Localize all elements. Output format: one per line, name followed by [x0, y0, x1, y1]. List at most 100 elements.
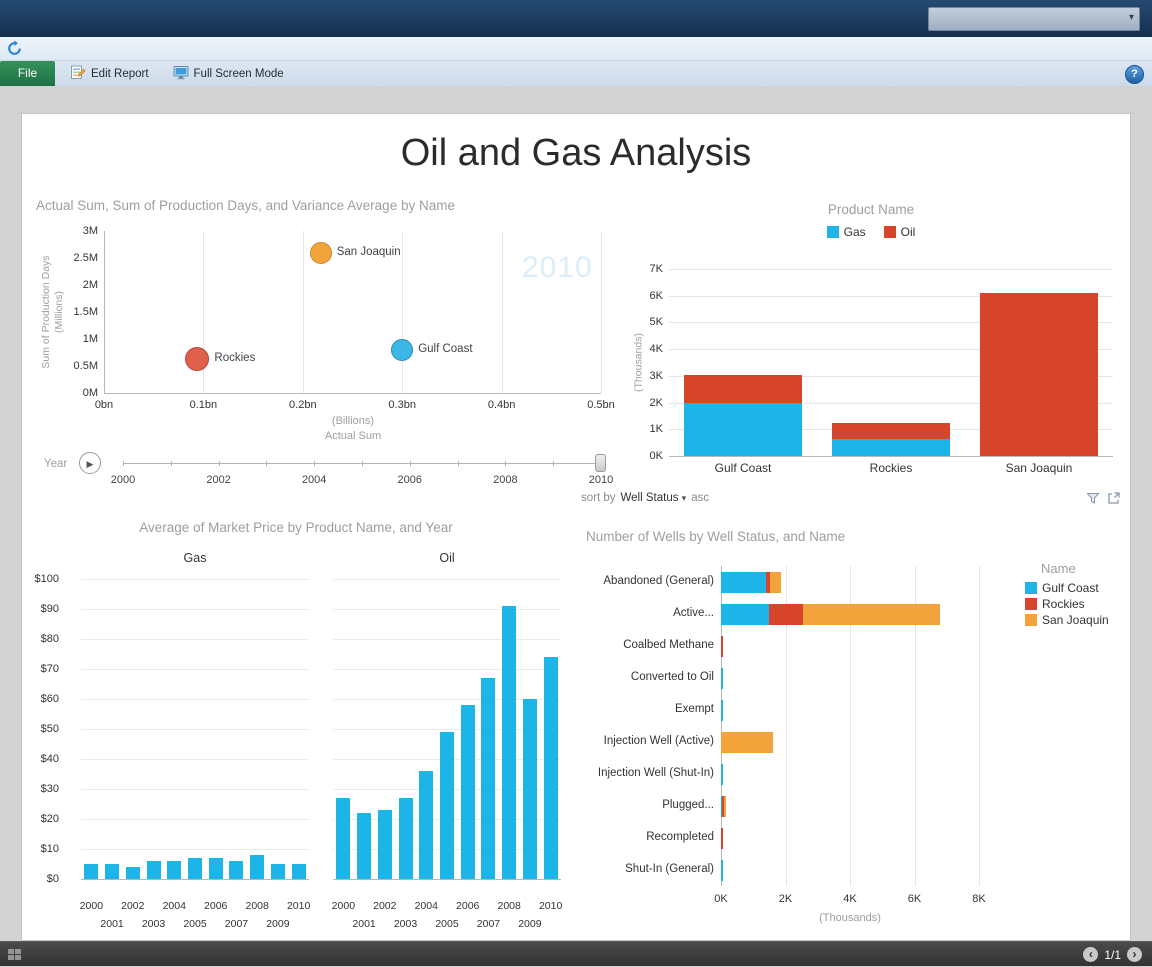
- previous-page-button[interactable]: ‹: [1083, 947, 1099, 962]
- bar[interactable]: [419, 771, 434, 879]
- play-axis-tick-label: 2008: [493, 474, 518, 486]
- category-label: Exempt: [675, 703, 714, 715]
- category-label: Coalbed Methane: [623, 639, 714, 651]
- bar[interactable]: [167, 861, 182, 879]
- bar-segment[interactable]: [769, 603, 804, 625]
- bar-segment[interactable]: [980, 293, 1098, 456]
- x-axis-tick-label: 2002: [121, 900, 145, 912]
- y-axis-tick-label: 1M: [82, 333, 98, 345]
- x-axis-tick-label: 0.2bn: [289, 399, 317, 411]
- slider-tick: [314, 461, 316, 466]
- bar-segment[interactable]: [721, 795, 723, 817]
- bar-segment[interactable]: [684, 402, 802, 456]
- legend-item[interactable]: Rockies: [1025, 597, 1145, 611]
- bar-segment[interactable]: [832, 438, 950, 456]
- bar[interactable]: [377, 810, 392, 879]
- bar-segment[interactable]: [721, 827, 723, 849]
- toolbar: File Edit Report Full Screen Mode ?: [0, 61, 1152, 87]
- legend-item[interactable]: Oil: [883, 225, 915, 239]
- bar[interactable]: [229, 861, 244, 879]
- next-page-button[interactable]: ›: [1127, 947, 1142, 962]
- sort-field-button[interactable]: Well Status ▾: [620, 492, 687, 504]
- chevron-down-icon: ▾: [681, 493, 687, 503]
- bar[interactable]: [208, 858, 223, 879]
- bar-segment[interactable]: [723, 795, 727, 817]
- refresh-icon[interactable]: [6, 40, 24, 58]
- quick-access-bar: [0, 37, 1152, 61]
- wells-chart-legend: Name Gulf Coast Rockies San Joaquin: [1025, 561, 1145, 629]
- bar-segment[interactable]: [721, 795, 724, 817]
- x-axis-tick-label: 2004: [414, 900, 438, 912]
- bar-segment[interactable]: [721, 667, 723, 689]
- bar[interactable]: [522, 699, 537, 879]
- title-bar: ▾: [0, 0, 1152, 37]
- edit-report-label: Edit Report: [91, 67, 149, 80]
- category-label: Recompleted: [646, 831, 714, 843]
- bar[interactable]: [146, 861, 161, 879]
- bar-segment[interactable]: [721, 571, 767, 593]
- y-axis-tick-label: $10: [40, 843, 59, 855]
- page-indicator: 1/1: [1104, 947, 1121, 962]
- legend-item[interactable]: Gulf Coast: [1025, 581, 1145, 595]
- bubble-san-joaquin[interactable]: [309, 241, 332, 264]
- y-axis-tick-label: 2K: [649, 396, 663, 409]
- slider-tick: [170, 461, 172, 466]
- bar[interactable]: [105, 864, 120, 879]
- legend-item[interactable]: Gas: [826, 225, 866, 239]
- bar[interactable]: [250, 855, 265, 879]
- help-button[interactable]: ?: [1125, 65, 1144, 84]
- bar-segment[interactable]: [721, 635, 724, 657]
- bar[interactable]: [398, 798, 413, 879]
- category-label: Shut-In (General): [625, 863, 714, 875]
- bar[interactable]: [188, 858, 203, 879]
- bubble-rockies[interactable]: [185, 346, 210, 371]
- y-axis-tick-label: $40: [40, 753, 59, 765]
- bar[interactable]: [291, 864, 306, 879]
- grid-view-icon[interactable]: [8, 948, 22, 966]
- bar-segment[interactable]: [721, 859, 724, 881]
- y-axis-tick-label: $50: [40, 723, 59, 735]
- play-button[interactable]: ▶: [79, 452, 101, 474]
- x-axis-tick-label: 0.3bn: [388, 399, 416, 411]
- report-canvas: Oil and Gas Analysis Actual Sum, Sum of …: [21, 113, 1131, 941]
- bar-segment[interactable]: [721, 699, 723, 721]
- y-axis-tick-label: 3M: [82, 225, 98, 237]
- bar-segment[interactable]: [721, 603, 770, 625]
- gridline: [302, 231, 304, 393]
- bar[interactable]: [440, 732, 455, 879]
- sort-direction-button[interactable]: asc: [691, 492, 710, 504]
- y-axis-tick-label: 1K: [649, 423, 663, 436]
- bar[interactable]: [270, 864, 285, 879]
- file-button[interactable]: File: [0, 61, 55, 86]
- bar[interactable]: [460, 705, 475, 879]
- bubble-gulf-coast[interactable]: [391, 338, 414, 361]
- bar[interactable]: [125, 867, 140, 879]
- bar[interactable]: [502, 606, 517, 879]
- panel-title: Gas: [183, 551, 207, 565]
- edit-report-button[interactable]: Edit Report: [61, 61, 158, 86]
- bar-segment[interactable]: [770, 571, 781, 593]
- gridline: [81, 789, 309, 790]
- bar[interactable]: [357, 813, 372, 879]
- bar[interactable]: [84, 864, 99, 879]
- view-dropdown[interactable]: ▾: [928, 7, 1140, 31]
- bar[interactable]: [543, 657, 558, 879]
- slider-thumb[interactable]: [595, 454, 606, 472]
- popout-icon[interactable]: [1107, 491, 1121, 510]
- bar-segment[interactable]: [721, 731, 773, 753]
- bar-segment[interactable]: [721, 763, 723, 785]
- report-background: Oil and Gas Analysis Actual Sum, Sum of …: [0, 86, 1152, 941]
- bar-segment[interactable]: [832, 422, 950, 439]
- filter-icon[interactable]: [1086, 491, 1100, 510]
- bar[interactable]: [336, 798, 351, 879]
- sort-bar: sort by Well Status ▾ asc: [581, 492, 709, 504]
- bar-segment[interactable]: [803, 603, 941, 625]
- bar[interactable]: [481, 678, 496, 879]
- bar-segment[interactable]: [684, 374, 802, 403]
- legend-items: Gas Oil: [751, 223, 991, 241]
- full-screen-button[interactable]: Full Screen Mode: [164, 61, 293, 86]
- legend-swatch: [1025, 614, 1037, 626]
- legend-item[interactable]: San Joaquin: [1025, 613, 1145, 627]
- x-axis-tick-label: 2008: [497, 900, 521, 912]
- bar-segment[interactable]: [766, 571, 770, 593]
